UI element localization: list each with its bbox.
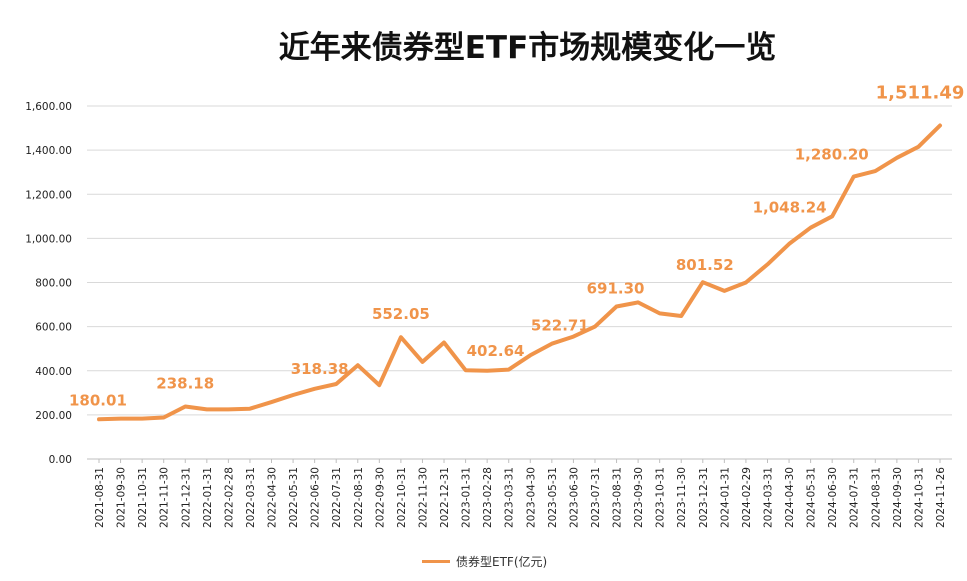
data-label: 552.05 — [372, 305, 430, 323]
data-labels: 180.01 238.18 318.38 552.05 402.64 522.71 691.… — [69, 83, 964, 410]
x-tick-label: 2022-05-31 — [288, 467, 300, 528]
data-label: 801.52 — [676, 256, 734, 274]
data-label: 1,511.49 — [876, 83, 965, 104]
x-tick-label: 2023-09-30 — [633, 467, 645, 528]
legend-label: 债券型ETF(亿元) — [456, 555, 548, 569]
x-tick-label: 2021-10-31 — [137, 467, 149, 528]
x-tick-label: 2024-06-30 — [827, 467, 839, 528]
x-tick-label: 2023-01-31 — [461, 467, 473, 528]
series-line — [97, 123, 942, 422]
x-tick-label: 2022-12-31 — [439, 467, 451, 528]
x-tick-label: 2021-12-31 — [180, 467, 192, 528]
x-axis-ticks: 2021-08-31 2021-09-30 2021-10-31 2021-11-30… — [94, 459, 947, 528]
x-tick-label: 2023-08-31 — [612, 467, 624, 528]
y-tick-label: 0.00 — [49, 454, 72, 466]
y-tick-label: 1,200.00 — [25, 189, 72, 201]
x-tick-label: 2024-10-31 — [913, 467, 925, 528]
y-tick-label: 1,400.00 — [25, 145, 72, 157]
data-label: 318.38 — [291, 360, 349, 378]
x-tick-label: 2022-01-31 — [202, 467, 214, 528]
x-tick-label: 2022-06-30 — [310, 467, 322, 528]
x-tick-label: 2023-06-30 — [568, 467, 580, 528]
x-tick-label: 2021-09-30 — [116, 467, 128, 528]
x-tick-label: 2023-03-31 — [504, 467, 516, 528]
y-axis-ticks: 0.00 200.00 400.00 600.00 800.00 1,000.00 1,20… — [25, 101, 72, 466]
data-label: 522.71 — [531, 317, 589, 335]
legend-swatch — [422, 560, 450, 563]
data-label: 1,048.24 — [753, 199, 827, 217]
x-tick-label: 2022-02-28 — [223, 467, 235, 528]
data-label: 180.01 — [69, 391, 127, 409]
x-tick-label: 2023-07-31 — [590, 467, 602, 528]
x-tick-label: 2024-05-31 — [806, 467, 818, 528]
y-tick-label: 800.00 — [35, 278, 72, 290]
x-tick-label: 2022-09-30 — [374, 467, 386, 528]
data-label: 402.64 — [467, 342, 525, 360]
x-tick-label: 2022-10-31 — [396, 467, 408, 528]
series-lines — [97, 123, 942, 422]
x-tick-label: 2024-01-31 — [719, 467, 731, 528]
x-tick-label: 2023-11-30 — [676, 467, 688, 528]
x-tick-label: 2024-09-30 — [892, 467, 904, 528]
x-tick-label: 2023-02-28 — [482, 467, 494, 528]
y-tick-label: 1,000.00 — [25, 233, 72, 245]
x-tick-label: 2022-08-31 — [353, 467, 365, 528]
x-tick-label: 2023-12-31 — [698, 467, 710, 528]
x-tick-label: 2023-04-30 — [525, 467, 537, 528]
x-tick-label: 2022-03-31 — [245, 467, 257, 528]
x-tick-label: 2021-11-30 — [159, 467, 171, 528]
data-label: 1,280.20 — [795, 146, 869, 164]
legend[interactable]: 债券型ETF(亿元) — [422, 553, 547, 570]
chart-title: 近年来债券型ETF市场规模变化一览 — [278, 30, 777, 66]
y-tick-label: 200.00 — [35, 410, 72, 422]
gridlines — [87, 105, 952, 460]
x-tick-label: 2024-02-29 — [741, 467, 753, 528]
x-tick-label: 2024-11-26 — [935, 467, 947, 528]
y-tick-label: 1,600.00 — [25, 101, 72, 113]
x-tick-label: 2022-11-30 — [417, 467, 429, 528]
y-tick-label: 600.00 — [35, 322, 72, 334]
x-tick-label: 2024-08-31 — [870, 467, 882, 528]
data-label: 238.18 — [156, 374, 214, 392]
x-tick-label: 2024-03-31 — [762, 467, 774, 528]
x-tick-label: 2022-04-30 — [267, 467, 279, 528]
x-tick-label: 2023-05-31 — [547, 467, 559, 528]
data-label: 691.30 — [587, 279, 645, 297]
y-tick-label: 400.00 — [35, 366, 72, 378]
x-tick-label: 2022-07-31 — [331, 467, 343, 528]
x-tick-label: 2021-08-31 — [94, 467, 106, 528]
x-tick-label: 2023-10-31 — [655, 467, 667, 528]
x-tick-label: 2024-04-30 — [784, 467, 796, 528]
x-tick-label: 2024-07-31 — [849, 467, 861, 528]
